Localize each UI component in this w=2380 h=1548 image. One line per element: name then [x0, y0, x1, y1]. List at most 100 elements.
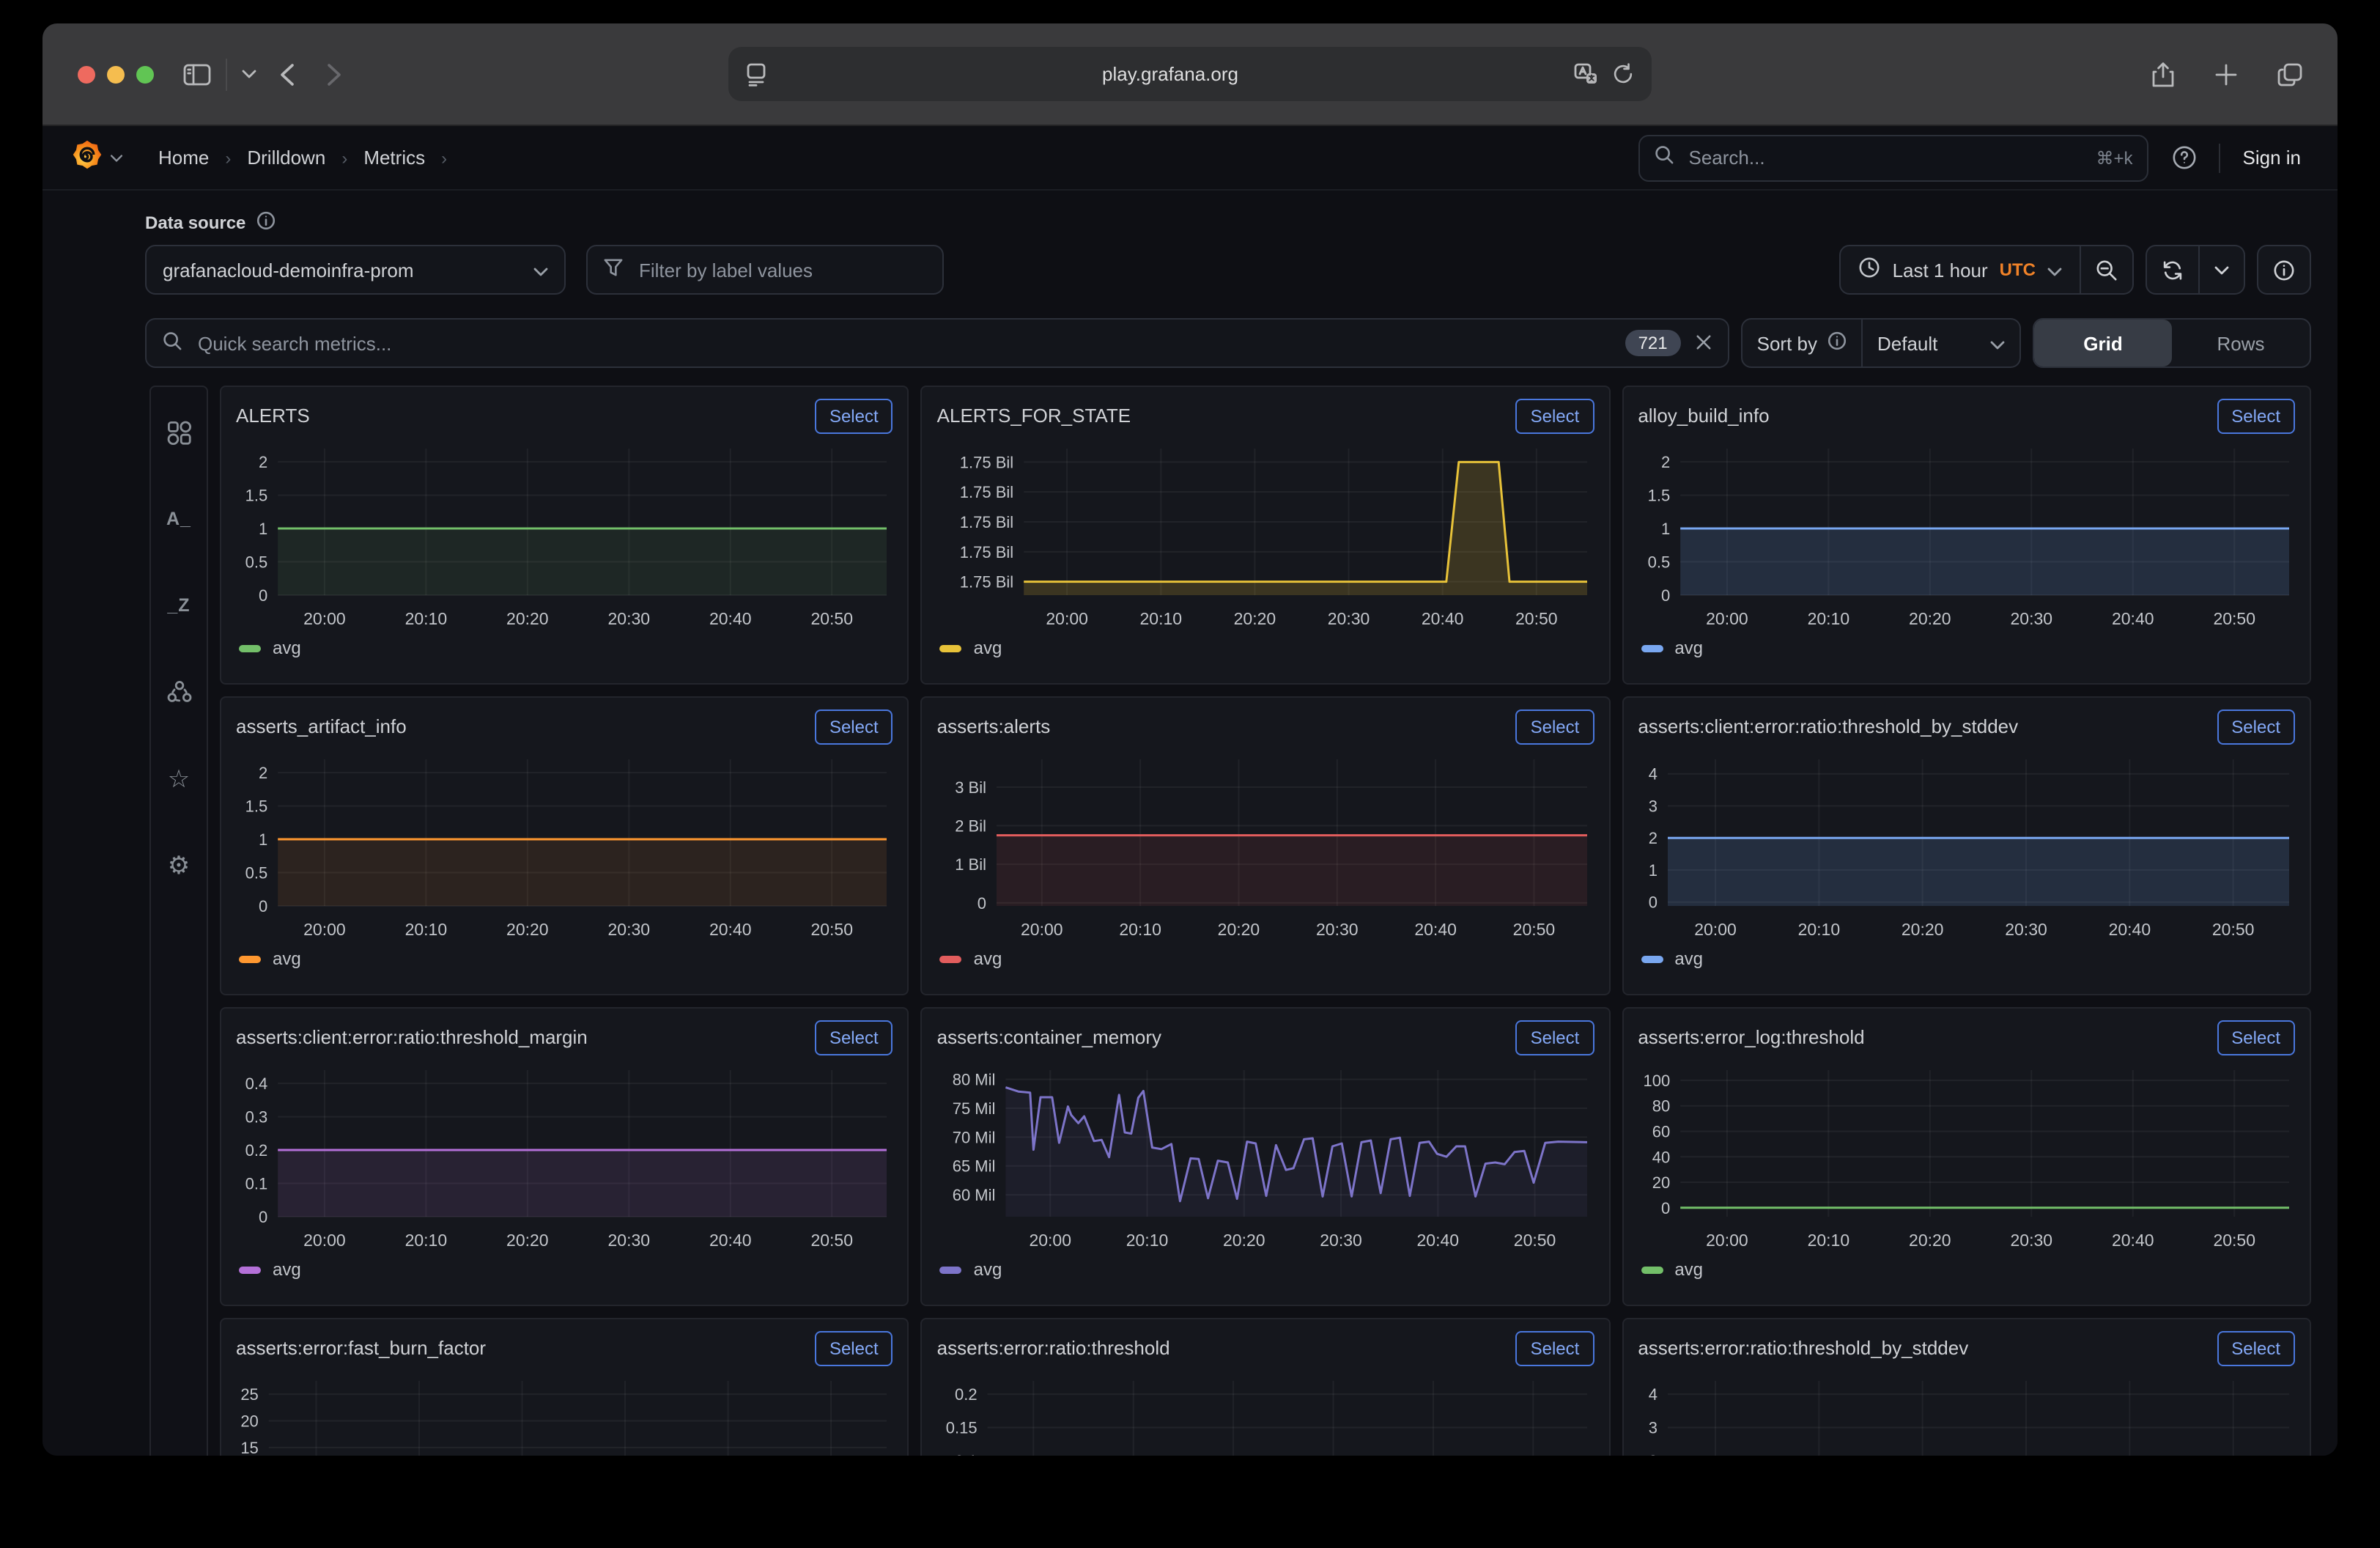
chart-svg: 051015202520:0020:1020:2020:3020:4020:50: [236, 1372, 892, 1456]
svg-text:0: 0: [259, 897, 267, 915]
svg-text:2: 2: [1648, 1452, 1657, 1456]
quick-search-field[interactable]: 721: [145, 318, 1729, 368]
refresh-button[interactable]: [2146, 245, 2200, 295]
view-grid-button[interactable]: Grid: [2034, 320, 2172, 366]
svg-text:20:40: 20:40: [1422, 609, 1465, 628]
reader-icon[interactable]: [746, 62, 766, 86]
view-rows-button[interactable]: Rows: [2172, 320, 2310, 366]
forward-button[interactable]: [327, 62, 341, 86]
svg-text:0.2: 0.2: [956, 1385, 978, 1404]
chart-svg: 0123420:0020:1020:2020:3020:4020:50: [1638, 751, 2294, 944]
sidebar-toggle-icon[interactable]: [183, 62, 211, 86]
breadcrumb-home[interactable]: Home: [158, 147, 209, 169]
chart-legend: avg: [236, 948, 893, 969]
quick-search-input[interactable]: [195, 331, 1625, 355]
sort-a-first-icon[interactable]: A_: [166, 506, 192, 532]
legend-swatch: [940, 644, 962, 652]
label-filter-input[interactable]: [636, 257, 926, 282]
panel-info-button[interactable]: [2257, 245, 2311, 295]
info-icon[interactable]: [1828, 331, 1847, 355]
global-search-input[interactable]: [1686, 145, 2096, 170]
select-button[interactable]: Select: [815, 1331, 893, 1366]
select-button[interactable]: Select: [1516, 1020, 1594, 1055]
search-shortcut: ⌘+k: [2096, 147, 2132, 168]
legend-label: avg: [974, 1259, 1002, 1280]
svg-text:20:10: 20:10: [1807, 1231, 1849, 1250]
svg-text:20:00: 20:00: [303, 609, 346, 628]
metric-card-title: asserts:client:error:ratio:threshold_mar…: [236, 1020, 803, 1048]
legend-label: avg: [273, 638, 301, 658]
svg-text:0.5: 0.5: [1647, 553, 1670, 572]
breadcrumb-metrics[interactable]: Metrics: [363, 147, 425, 169]
sign-in-link[interactable]: Sign in: [2243, 147, 2302, 169]
breadcrumb-drilldown[interactable]: Drilldown: [247, 147, 325, 169]
reload-icon[interactable]: [1612, 63, 1634, 85]
close-window-button[interactable]: [78, 65, 95, 83]
grafana-logo[interactable]: [72, 139, 103, 177]
group-icon[interactable]: [166, 679, 192, 705]
share-icon[interactable]: [2151, 61, 2175, 87]
chevron-down-icon: [533, 259, 548, 281]
select-button[interactable]: Select: [2217, 1020, 2295, 1055]
metric-card-title: asserts:error:fast_burn_factor: [236, 1331, 803, 1359]
svg-text:20:40: 20:40: [709, 609, 752, 628]
svg-text:20:20: 20:20: [506, 1231, 549, 1250]
legend-swatch: [239, 644, 261, 652]
sort-z-last-icon[interactable]: _Z: [166, 592, 192, 619]
translate-icon[interactable]: [1574, 63, 1597, 85]
tab-overview-icon[interactable]: [2277, 62, 2302, 86]
info-icon[interactable]: [256, 211, 275, 235]
select-button[interactable]: Select: [1516, 399, 1594, 434]
svg-text:0.4: 0.4: [245, 1075, 268, 1093]
legend-swatch: [1641, 1266, 1663, 1273]
select-button[interactable]: Select: [2217, 399, 2295, 434]
select-button[interactable]: Select: [815, 710, 893, 745]
address-bar[interactable]: play.grafana.org: [728, 47, 1652, 101]
zoom-out-button[interactable]: [2081, 245, 2134, 295]
chart-svg: 02040608010020:0020:1020:2020:3020:4020:…: [1638, 1061, 2294, 1255]
svg-text:80 Mil: 80 Mil: [953, 1071, 996, 1089]
select-button[interactable]: Select: [2217, 1331, 2295, 1366]
back-button[interactable]: [280, 62, 295, 86]
label-filter-field[interactable]: [586, 245, 944, 295]
svg-text:100: 100: [1643, 1072, 1670, 1090]
svg-text:20:30: 20:30: [2010, 1231, 2052, 1250]
sidebar-chevron-down-icon[interactable]: [242, 69, 256, 79]
minimize-window-button[interactable]: [107, 65, 125, 83]
time-range-picker[interactable]: Last 1 hour UTC: [1840, 245, 2081, 295]
star-icon[interactable]: ☆: [166, 765, 192, 792]
help-icon[interactable]: [2173, 145, 2198, 170]
zoom-window-button[interactable]: [136, 65, 154, 83]
select-button[interactable]: Select: [1516, 710, 1594, 745]
svg-text:0.5: 0.5: [245, 553, 268, 572]
url-text[interactable]: play.grafana.org: [766, 63, 1574, 85]
clear-search-icon[interactable]: [1696, 332, 1712, 354]
svg-text:20:00: 20:00: [303, 1231, 346, 1250]
chart-legend: avg: [236, 638, 893, 658]
svg-text:2: 2: [259, 764, 267, 782]
svg-text:65 Mil: 65 Mil: [953, 1157, 996, 1176]
svg-text:20:20: 20:20: [1224, 1231, 1266, 1250]
global-search[interactable]: ⌘+k: [1639, 134, 2149, 181]
select-button[interactable]: Select: [2217, 710, 2295, 745]
sort-select[interactable]: Default: [1863, 318, 2021, 368]
svg-text:1: 1: [1648, 861, 1657, 880]
refresh-interval-dropdown[interactable]: [2200, 245, 2245, 295]
data-source-select[interactable]: grafanacloud-demoinfra-prom: [145, 245, 566, 295]
svg-text:20:20: 20:20: [1218, 920, 1260, 939]
metric-chart: 0123420:0020:1020:2020:3020:4020:50: [1638, 751, 2295, 944]
select-button[interactable]: Select: [1516, 1331, 1594, 1366]
svg-text:0.5: 0.5: [245, 864, 268, 882]
gear-icon[interactable]: ⚙: [166, 852, 192, 878]
metric-card: ALERTS Select 00.511.5220:0020:1020:2020…: [220, 386, 909, 685]
svg-text:20:00: 20:00: [1021, 920, 1064, 939]
apps-grid-icon[interactable]: [166, 419, 192, 446]
select-button[interactable]: Select: [815, 399, 893, 434]
svg-text:20:30: 20:30: [1328, 609, 1370, 628]
org-chevron-down-icon[interactable]: [110, 153, 123, 162]
metric-card: asserts:error:fast_burn_factor Select 05…: [220, 1318, 909, 1456]
svg-text:20:10: 20:10: [1140, 609, 1183, 628]
metric-card: asserts:client:error:ratio:threshold_by_…: [1622, 696, 2311, 995]
select-button[interactable]: Select: [815, 1020, 893, 1055]
new-tab-icon[interactable]: [2214, 62, 2238, 86]
